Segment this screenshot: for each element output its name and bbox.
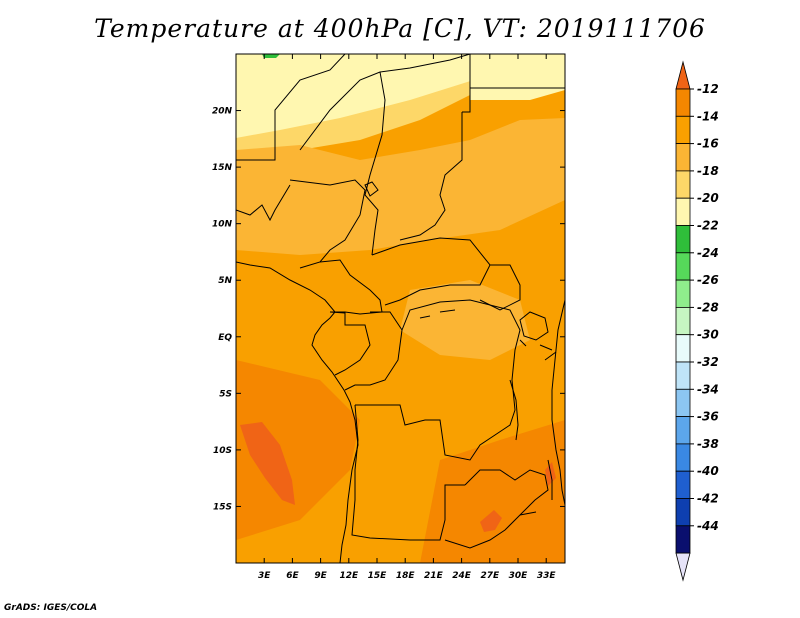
colorbar-label: -20	[697, 191, 719, 205]
lon-tick-label: 15E	[368, 571, 388, 581]
colorbar-swatch	[675, 170, 691, 199]
colorbar-swatch	[675, 143, 691, 172]
colorbar-swatch	[675, 361, 691, 390]
field-patch-congo	[400, 280, 530, 360]
lat-tick-label: 5N	[218, 276, 232, 286]
border-south-sudan	[479, 264, 521, 311]
lon-tick-label: 3E	[258, 571, 271, 581]
colorbar-swatch	[675, 306, 691, 336]
lat-tick-label: 15N	[212, 163, 233, 173]
colorbar-label: -42	[697, 492, 719, 506]
colorbar-swatch	[675, 443, 691, 472]
field-patch-cool-green	[262, 54, 280, 58]
lon-tick-label: 18E	[396, 571, 416, 581]
colorbar-label: -34	[697, 382, 719, 396]
lake-malawi	[547, 459, 553, 500]
colorbar-swatch	[675, 115, 691, 145]
colorbar-label: -28	[697, 300, 719, 314]
map-title: Temperature at 400hPa [C], VT: 201911170…	[94, 14, 706, 43]
border-congo	[344, 311, 403, 391]
colorbar-swatch	[675, 252, 691, 281]
colorbar-label: -26	[697, 273, 719, 287]
colorbar-swatch	[675, 279, 691, 308]
border-north-2	[236, 54, 346, 161]
axis-ticks	[236, 54, 565, 563]
colorbar-swatch	[675, 197, 691, 226]
lat-tick-label: 10N	[212, 220, 233, 230]
lon-tick-label: 30E	[509, 571, 529, 581]
colorbar-label: -32	[697, 355, 719, 369]
lake-victoria	[519, 311, 549, 341]
lat-tick-label: 5S	[219, 389, 232, 399]
colorbar-bottom-arrow	[675, 552, 691, 582]
border-sudan	[399, 112, 463, 241]
lon-tick-label: 6E	[286, 571, 299, 581]
field-patch-warmest-west	[240, 422, 295, 505]
border-chad	[364, 71, 386, 256]
border-drc	[355, 299, 521, 461]
colorbar-label: -14	[697, 109, 719, 123]
lon-tick-label: 9E	[314, 571, 327, 581]
colorbar-label: -38	[697, 437, 719, 451]
border-upper-left	[236, 184, 291, 222]
colorbar-label: -16	[697, 137, 719, 151]
colorbar-label: -44	[697, 519, 719, 533]
coastline-east	[551, 299, 565, 506]
lat-tick-label: EQ	[218, 333, 232, 343]
lon-tick-label: 12E	[339, 571, 359, 581]
lake-small-1	[519, 339, 557, 361]
border-north-east	[462, 54, 471, 113]
colorbar: -12 -14 -16 -18 -20 -22 -24 -26 -28 -30 -32 -34 -36 -…	[675, 60, 719, 582]
colorbar-label: -40	[697, 464, 719, 478]
colorbar-label: -24	[697, 246, 719, 260]
field-patch-southeast	[420, 420, 565, 563]
temperature-map	[235, 53, 566, 564]
lat-tick-label: 10S	[213, 446, 232, 456]
coastline-west-africa	[236, 261, 359, 563]
coastlines-borders	[236, 54, 565, 563]
lat-tick-label: 20N	[212, 107, 233, 117]
border-nigeria	[289, 179, 366, 269]
field-patch-warmest-east	[480, 510, 502, 532]
field-patch-southwest	[236, 360, 360, 540]
lake-chad	[364, 181, 379, 197]
border-car	[371, 237, 491, 306]
colorbar-label: -22	[697, 219, 719, 233]
lake-tanganyika	[509, 379, 519, 441]
colorbar-swatch	[675, 470, 691, 499]
border-angola	[351, 404, 465, 541]
colorbar-swatch	[675, 388, 691, 417]
border-zambia	[444, 469, 549, 549]
field-patch-cool-north-east	[470, 54, 565, 100]
grads-credit: GrADS: IGES/COLA	[4, 603, 98, 613]
border-gabon	[329, 311, 371, 376]
colorbar-swatch	[675, 88, 691, 117]
lat-tick-label: 15S	[213, 502, 232, 512]
lon-tick-label: 33E	[537, 571, 557, 581]
colorbar-label: -18	[697, 164, 719, 178]
colorbar-label: -30	[697, 328, 719, 342]
colorbar-swatch	[675, 416, 691, 445]
colorbar-swatch	[675, 525, 691, 554]
lon-tick-label: 24E	[452, 571, 472, 581]
lon-tick-label: 27E	[480, 571, 500, 581]
lake-kariba	[519, 511, 537, 516]
colorbar-swatch	[675, 498, 691, 527]
border-cameroon	[319, 259, 383, 315]
colorbar-label: -36	[697, 410, 719, 424]
colorbar-swatch	[675, 334, 691, 363]
colorbar-label: -12	[697, 82, 719, 96]
field-band-sahara	[236, 118, 565, 255]
lon-tick-label: 21E	[424, 571, 444, 581]
colorbar-top-arrow	[675, 60, 691, 90]
map-frame	[235, 53, 566, 564]
axis-tick-labels: 3E 6E 9E 12E 15E 18E 21E 24E 27E 30E 33E 20N 15N 10N 5…	[212, 107, 556, 581]
river-congo	[419, 309, 456, 319]
colorbar-swatch	[675, 225, 691, 254]
